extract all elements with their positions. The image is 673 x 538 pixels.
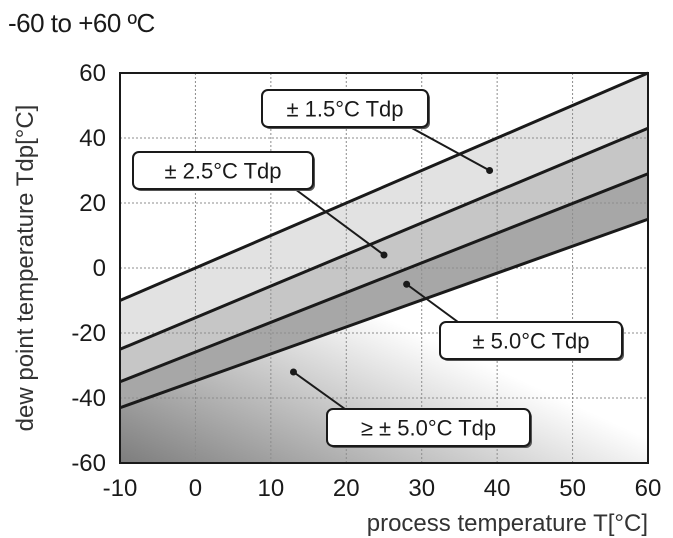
- series-line-1: [119, 71, 649, 302]
- callout-label: ± 1.5°C Tdp: [286, 97, 403, 122]
- x-tick-label: 30: [408, 475, 435, 502]
- callout-dot: [289, 368, 297, 376]
- region-callouts: ± 1.5°C Tdp ± 2.5°C Tdp ± 5.0°C Tdp ≥ ± 5.0…: [132, 89, 624, 448]
- y-tick-label: 0: [93, 255, 106, 282]
- y-tick-label: 60: [79, 60, 106, 87]
- callout-leader: [409, 126, 491, 172]
- band-1-5: [120, 73, 648, 350]
- callout-4: ≥ ± 5.0°C Tdp: [289, 368, 532, 448]
- callout-box: [326, 408, 531, 447]
- callout-3: ± 5.0°C Tdp: [403, 280, 624, 361]
- x-tick-label: 10: [258, 475, 285, 502]
- x-tick-label: 50: [559, 475, 586, 502]
- band-above-5-0: [120, 219, 648, 463]
- callout-leader: [294, 188, 385, 256]
- callout-1: ± 1.5°C Tdp: [261, 89, 494, 174]
- y-tick-label: 20: [79, 190, 106, 217]
- x-tick-label: 0: [189, 475, 202, 502]
- x-tick-label: 40: [484, 475, 511, 502]
- callout-box: [132, 151, 314, 190]
- callout-box: [439, 321, 623, 360]
- callout-label: ± 5.0°C Tdp: [472, 329, 589, 354]
- callout-dot: [380, 251, 388, 259]
- series-line-4: [119, 217, 649, 410]
- x-tick-label: 60: [635, 475, 662, 502]
- tick-labels: -10 0 10 20 30 40 50 60 60 40 20 0 -20 -40 -60: [71, 60, 661, 502]
- band-5-0: [120, 173, 648, 408]
- series-line-3: [119, 172, 649, 384]
- y-tick-label: -60: [71, 450, 106, 477]
- callout-2: ± 2.5°C Tdp: [132, 151, 388, 259]
- y-tick-label: -40: [71, 385, 106, 412]
- y-tick-label: -20: [71, 320, 106, 347]
- callout-label: ± 2.5°C Tdp: [164, 159, 281, 184]
- series-line-2: [119, 126, 649, 351]
- callout-dot: [486, 167, 494, 174]
- callout-dot: [403, 280, 411, 288]
- x-tick-label: 20: [333, 475, 360, 502]
- y-tick-label: 40: [79, 125, 106, 152]
- plot-frame: [119, 72, 649, 464]
- x-tick-label: -10: [103, 475, 138, 502]
- y-axis-label: dew point temperature Tdp[°C]: [12, 105, 39, 432]
- page-title: -60 to +60 ºC: [8, 8, 155, 38]
- callout-leader: [292, 371, 346, 410]
- x-axis-label: process temperature T[°C]: [367, 510, 648, 537]
- callout-label: ≥ ± 5.0°C Tdp: [361, 416, 496, 441]
- callout-leader: [406, 283, 459, 323]
- callout-box: [261, 89, 429, 128]
- boundary-lines: [119, 71, 649, 410]
